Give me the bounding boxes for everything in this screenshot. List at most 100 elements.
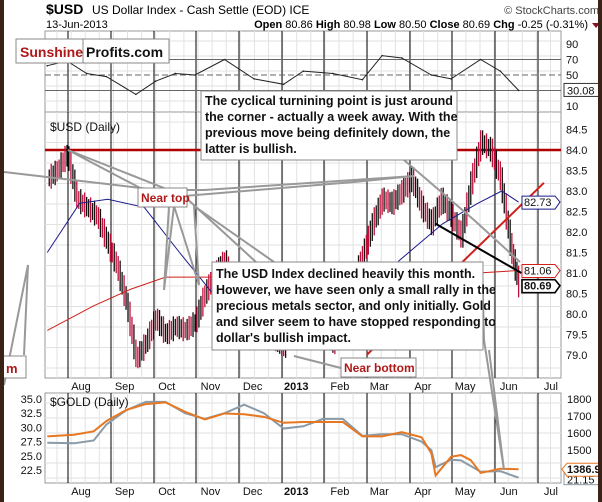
svg-text:dollar's bullish impact.: dollar's bullish impact.: [216, 331, 351, 345]
svg-text:and silver seem to have stoppe: and silver seem to have stopped respondi…: [216, 315, 496, 329]
gold-tick-label: 1600: [567, 428, 591, 440]
rsi-point: [517, 89, 520, 92]
x-tick-label: Jul: [544, 381, 558, 393]
triangle-down-icon: [592, 23, 598, 28]
svg-text:m: m: [6, 361, 18, 376]
ma200-last-label: 81.06: [524, 266, 552, 278]
svg-text:previous move being definitely: previous move being definitely down, the: [205, 126, 450, 140]
ma200-last-box: [521, 264, 561, 279]
rsi-last-box: [563, 82, 598, 97]
usd-tick-label: 81.0: [566, 268, 587, 280]
rsi-tick-label: 70: [566, 55, 578, 67]
annotation-decline: The USD Index declined heavily this mont…: [211, 261, 496, 351]
gold-panel-title: $GOLD (Daily): [50, 395, 129, 409]
x-tick-label: Oct: [158, 486, 175, 498]
rsi-tick-label: 50: [566, 70, 578, 82]
rsi-tick-label: 10: [566, 101, 578, 113]
rsi-point: [46, 64, 49, 67]
rsi-point: [174, 72, 177, 75]
rsi-point: [302, 70, 305, 72]
x-tick-label: 2013: [284, 381, 308, 393]
symbol: $USD: [46, 1, 83, 17]
usd-tick-label: 84.0: [566, 145, 587, 157]
gold-panel: 35.0 32.5 30.0 27.5 25.0 22.5 1800 1700 1600 1500…: [21, 394, 598, 487]
annotation-clipped: m: [4, 355, 27, 379]
x-tick-label: Dec: [243, 381, 263, 393]
x-tick-label: Oct: [158, 381, 175, 393]
svg-text:latter is bullish.: latter is bullish.: [205, 142, 297, 156]
x-tick-label: May: [455, 486, 476, 498]
x-tick-label: Apr: [414, 381, 431, 393]
svg-text:Near bottom: Near bottom: [344, 361, 415, 375]
rsi-tick-label: 90: [566, 39, 578, 51]
close-last-box: [521, 278, 562, 294]
rsi-point: [194, 74, 196, 76]
rsi-last-label: 30.08: [567, 85, 595, 97]
usd-tick-label: 84.5: [566, 125, 587, 137]
usd-tick-label: 80.0: [566, 309, 587, 321]
gold-tick-label: 1500: [567, 445, 591, 457]
annotation-cyclical: The cyclical turnining point is just aro…: [200, 90, 458, 161]
symbol-name: US Dollar Index - Cash Settle (EOD) ICE: [92, 3, 309, 17]
annotation-near-top: Near top: [137, 187, 190, 208]
x-tick-label: Jul: [544, 486, 558, 498]
rsi-point: [105, 75, 108, 78]
gold-tick-label: 1800: [567, 394, 591, 406]
x-tick-label: Sep: [115, 381, 135, 393]
x-tick-label: Feb: [330, 486, 349, 498]
x-tick-label: Mar: [370, 486, 389, 498]
x-tick-label: May: [455, 381, 476, 393]
silver-tick-label: 32.5: [21, 408, 42, 420]
usd-tick-label: 81.5: [566, 248, 587, 260]
rsi-point: [85, 72, 88, 75]
rsi-point: [361, 78, 364, 81]
gold-tick-label: 1700: [567, 411, 591, 423]
rsi-point: [430, 74, 433, 76]
usd-tick-label: 79.0: [566, 350, 587, 362]
x-tick-label: 2013: [284, 486, 308, 498]
close-last-label: 80.69: [524, 281, 552, 293]
x-tick-label: Mar: [370, 381, 389, 393]
ma50-last-label: 82.73: [524, 197, 552, 209]
svg-text:Profits.com: Profits.com: [86, 44, 163, 60]
svg-text:the corner - actually a week a: the corner - actually a week away. With …: [205, 110, 458, 124]
x-tick-label: Dec: [243, 486, 263, 498]
silver-tick-label: 35.0: [21, 394, 42, 406]
svg-text:Sunshine: Sunshine: [20, 44, 83, 60]
x-tick-label: Jun: [500, 486, 518, 498]
gold-last-box: [561, 462, 598, 477]
rsi-point: [282, 83, 285, 86]
rsi-point: [253, 78, 255, 80]
trendline-black: [435, 222, 522, 274]
usd-tick-label: 82.0: [566, 227, 587, 239]
rsi-point: [499, 70, 502, 72]
gold-line: [47, 401, 519, 478]
usd-tick-label: 79.5: [566, 330, 587, 342]
rsi-point: [332, 72, 334, 75]
sunshine-profits-logo: Sunshine Profits.com: [15, 38, 170, 64]
rsi-point: [154, 80, 157, 82]
ma50-last-box: [521, 195, 561, 210]
svg-text:However, we have seen only a s: However, we have seen only a small rally…: [216, 283, 496, 297]
usd-tick-label: 80.5: [566, 289, 587, 301]
svg-text:The cyclical turnining point i: The cyclical turnining point is just aro…: [205, 94, 453, 108]
rsi-point: [223, 58, 226, 61]
x-tick-label: Sep: [115, 486, 135, 498]
rsi-point: [479, 58, 482, 61]
x-tick-label: Jun: [500, 381, 518, 393]
usd-tick-label: 82.5: [566, 207, 587, 219]
source-credit: © StockCharts.com: [504, 5, 599, 17]
usd-panel-title: $USD (Daily): [50, 120, 120, 134]
silver-tick-label: 30.0: [21, 422, 42, 434]
x-tick-label: Nov: [201, 486, 221, 498]
x-tick-label: Aug: [71, 486, 91, 498]
annotation-near-bottom: Near bottom: [340, 357, 417, 378]
x-tick-label: Aug: [71, 381, 91, 393]
usd-tick-label: 83.0: [566, 186, 587, 198]
silver-tick-label: 27.5: [21, 437, 42, 449]
silver-tick-label: 25.0: [21, 451, 42, 463]
x-tick-label: Apr: [414, 486, 431, 498]
quote-date: 13-Jun-2013: [46, 19, 108, 31]
